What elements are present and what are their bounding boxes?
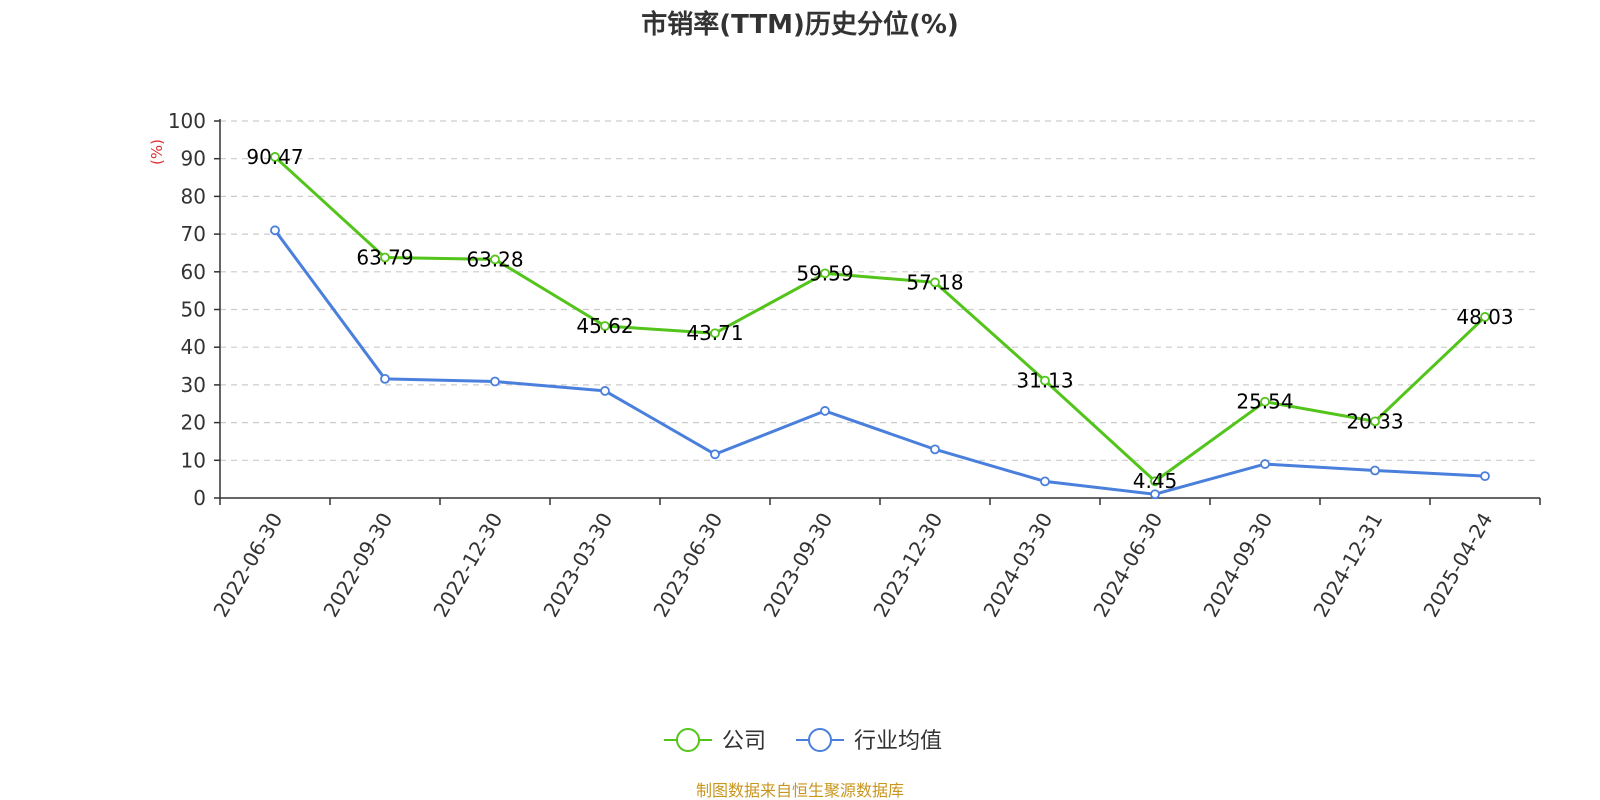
- y-tick-label: 70: [181, 222, 206, 246]
- y-tick-label: 40: [181, 335, 206, 359]
- data-point: [1150, 476, 1160, 487]
- data-point: [270, 225, 280, 236]
- x-tick-label: 2024-12-31: [1308, 509, 1387, 622]
- grid-lines: [220, 120, 1540, 461]
- data-point: [930, 277, 940, 288]
- series-group: [270, 152, 1490, 500]
- y-tick-label: 60: [181, 260, 206, 284]
- x-tick-label: 2024-03-30: [978, 509, 1057, 622]
- legend-label: 公司: [722, 729, 766, 754]
- data-point: [490, 376, 500, 387]
- y-tick-label: 30: [181, 373, 206, 397]
- legend-marker: [676, 728, 700, 752]
- data-point: [710, 449, 720, 460]
- data-point: [1260, 396, 1270, 407]
- data-label: 4.45: [1133, 469, 1178, 493]
- chart-title: 市销率(TTM)历史分位(%): [641, 9, 959, 40]
- data-label: 43.71: [686, 321, 743, 345]
- data-label: 31.13: [1016, 369, 1073, 393]
- y-tick-label: 10: [181, 448, 206, 472]
- y-tick-label: 20: [181, 411, 206, 435]
- data-point: [270, 152, 280, 162]
- x-tick-label: 2024-09-30: [1198, 509, 1277, 622]
- data-point: [1260, 459, 1270, 469]
- y-tick-label: 80: [181, 184, 206, 208]
- y-tick-label: 0: [193, 486, 206, 510]
- x-tick-label: 2022-09-30: [318, 509, 397, 622]
- data-point: [820, 406, 830, 416]
- data-label: 45.62: [576, 314, 633, 338]
- data-point: [600, 321, 610, 331]
- legend: 公司 行业均值: [664, 728, 942, 754]
- data-point: [1370, 465, 1380, 476]
- data-label: 48.03: [1456, 305, 1513, 329]
- data-label: 25.54: [1236, 390, 1293, 414]
- series-line-1: [273, 229, 1486, 496]
- y-tick-label: 100: [168, 109, 206, 133]
- x-tick-label: 2025-04-24: [1418, 509, 1497, 622]
- data-labels: 90.47 63.79 63.28 45.62 43.71 59.59 57.18 31.13…: [246, 145, 1513, 493]
- x-tick-label: 2023-03-30: [538, 509, 617, 622]
- series-line-0: [273, 155, 1487, 483]
- x-tick-label: 2023-06-30: [648, 509, 727, 622]
- data-point: [380, 373, 390, 384]
- legend-marker: [808, 728, 832, 752]
- y-tick-label: 90: [181, 147, 206, 171]
- data-point: [1370, 416, 1380, 427]
- y-axis-unit-label: (%): [148, 139, 166, 165]
- data-point: [1040, 375, 1050, 386]
- data-label: 59.59: [796, 261, 853, 285]
- data-label: 63.28: [466, 247, 523, 271]
- x-tick-label: 2022-06-30: [208, 509, 287, 622]
- data-point: [490, 254, 500, 265]
- data-point: [1480, 312, 1490, 322]
- y-tick-label: 50: [181, 298, 206, 322]
- x-tick-label: 2023-12-30: [868, 509, 947, 622]
- data-label: 63.79: [356, 246, 413, 270]
- x-tick-label: 2024-06-30: [1088, 509, 1167, 622]
- data-point: [1480, 471, 1490, 482]
- x-tick-label: 2023-09-30: [758, 509, 837, 622]
- data-point: [600, 386, 610, 396]
- data-point: [820, 268, 830, 279]
- source-note: 制图数据来自恒生聚源数据库: [696, 781, 904, 800]
- data-point: [930, 444, 940, 455]
- data-label: 57.18: [906, 270, 963, 294]
- data-point: [380, 252, 390, 263]
- data-point: [1150, 489, 1160, 500]
- data-point: [1040, 476, 1050, 487]
- data-point: [710, 328, 720, 339]
- data-label: 90.47: [246, 145, 303, 169]
- data-label: 20.33: [1346, 409, 1403, 433]
- legend-label: 行业均值: [854, 729, 942, 754]
- x-tick-label: 2022-12-30: [428, 509, 507, 622]
